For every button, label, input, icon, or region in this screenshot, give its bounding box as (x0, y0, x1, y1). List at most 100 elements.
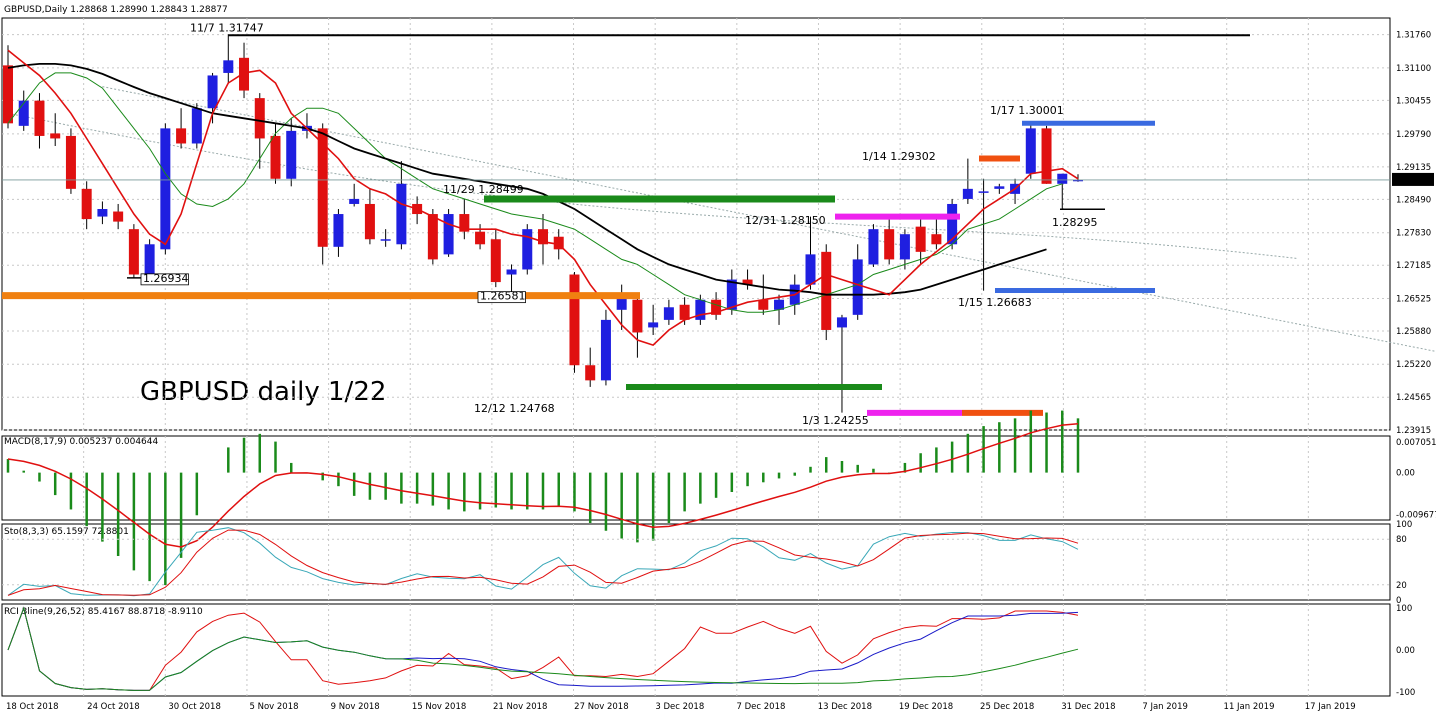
x-axis-label: 7 Dec 2018 (737, 702, 786, 712)
candle-body (160, 128, 171, 250)
candle-body (427, 214, 438, 260)
stoch-tick-label: 0 (1396, 596, 1401, 606)
candle-body (931, 234, 942, 245)
candle-body (18, 100, 29, 126)
price-tick-label: 1.31760 (1396, 31, 1431, 41)
macd-tick-label: 0.00 (1396, 469, 1415, 479)
price-tick-label: 1.23915 (1396, 426, 1431, 436)
price-tick-label: 1.24565 (1396, 393, 1431, 403)
ma-red-line (7, 49, 1079, 347)
chart-watermark: GBPUSD daily 1/22 (140, 377, 386, 407)
candle-body (1041, 128, 1052, 184)
candle-body (884, 229, 895, 260)
stoch-k-line (7, 527, 1079, 597)
candle-body (97, 209, 108, 217)
price-annotation: 1/14 1.29302 (862, 150, 936, 163)
candle-body (81, 188, 92, 220)
candle-body (522, 229, 533, 270)
candle-body (176, 128, 187, 144)
x-axis-label: 17 Jan 2019 (1305, 702, 1356, 712)
price-annotation: 1/15 1.26683 (958, 296, 1032, 309)
panel-frame-3 (1, 603, 1391, 697)
rci-long-line (7, 606, 1079, 691)
price-tick-label: 1.30455 (1396, 96, 1431, 106)
candle-body (3, 65, 13, 124)
x-axis-label: 31 Dec 2018 (1061, 702, 1115, 712)
price-annotation: 11/7 1.31747 (190, 21, 264, 34)
candle-body (648, 322, 659, 328)
candle-body (679, 304, 690, 320)
macd-tick-label: 0.007051 (1396, 438, 1436, 448)
price-annotation: 1/3 1.24255 (802, 414, 869, 427)
candle-body (490, 239, 501, 283)
price-tick-label: 1.31100 (1396, 64, 1431, 74)
price-annotation: 12/31 1.28150 (745, 214, 826, 227)
candle-body (349, 198, 360, 204)
price-tick-label: 1.25880 (1396, 327, 1431, 337)
price-tick-label: 1.26525 (1396, 294, 1431, 304)
price-annotation: 1.26934 (143, 272, 189, 285)
ma-black-line (7, 63, 1047, 296)
current-price-label: 1.28877 (1395, 176, 1430, 186)
candle-body (506, 269, 517, 275)
candle-body (616, 294, 627, 310)
candle-body (553, 236, 564, 250)
x-axis-label: 15 Nov 2018 (412, 702, 466, 712)
annotation-box (140, 273, 189, 286)
cloud-span-b (102, 86, 1436, 352)
price-annotation: 11/29 1.28499 (443, 183, 524, 196)
x-axis-label: 13 Dec 2018 (818, 702, 872, 712)
panel-frame-1 (1, 435, 1391, 521)
x-axis-label: 5 Nov 2018 (250, 702, 299, 712)
candle-body (852, 259, 863, 315)
stoch-d-line (7, 529, 1079, 596)
x-axis-label: 27 Nov 2018 (574, 702, 628, 712)
candle-body (144, 244, 155, 275)
x-axis-label: 24 Oct 2018 (87, 702, 140, 712)
panel-frame-2 (1, 523, 1391, 601)
candle-body (475, 231, 486, 245)
x-axis-label: 3 Dec 2018 (655, 702, 704, 712)
candle-body (978, 191, 989, 193)
candle-body (443, 214, 454, 255)
candle-body (223, 60, 234, 73)
candle-body (1073, 179, 1083, 182)
candle-body (1025, 128, 1036, 174)
x-axis-label: 7 Jan 2019 (1142, 702, 1188, 712)
price-tick-label: 1.25220 (1396, 360, 1431, 370)
x-axis-label: 19 Dec 2018 (899, 702, 953, 712)
x-axis-label: 21 Nov 2018 (493, 702, 547, 712)
x-axis-label: 11 Jan 2019 (1224, 702, 1275, 712)
candle-body (113, 211, 124, 222)
candle-body (396, 183, 407, 245)
candle-body (758, 299, 769, 310)
candle-body (270, 135, 281, 179)
candle-body (317, 128, 328, 247)
candle-body (286, 130, 297, 179)
rci-header: RCI 3line(9,26,52) 85.4167 88.8718 -8.91… (4, 607, 203, 617)
candle-body (569, 274, 580, 366)
price-tick-label: 1.27830 (1396, 229, 1431, 239)
rci-short-line (7, 606, 1079, 691)
current-price-box (1392, 172, 1434, 186)
stoch-header: Sto(8,3,3) 65.1597 72.8801 (4, 527, 129, 537)
ma-green-line (7, 72, 1063, 313)
candle-body (254, 98, 265, 139)
candle-body (364, 203, 375, 240)
stoch-tick-label: 80 (1396, 535, 1407, 545)
candle-body (726, 279, 737, 310)
candle-body (191, 108, 202, 144)
candle-body (915, 226, 926, 252)
price-annotation: 1/17 1.30001 (990, 104, 1064, 117)
candle-body (50, 133, 61, 139)
candle-body (868, 229, 879, 265)
candle-body (600, 319, 611, 381)
rci-tick-label: -100 (1396, 688, 1415, 698)
price-tick-label: 1.29790 (1396, 130, 1431, 140)
x-axis-label: 25 Dec 2018 (980, 702, 1034, 712)
rci-tick-label: 0.00 (1396, 646, 1415, 656)
candle-body (947, 203, 958, 245)
candle-body (711, 299, 722, 315)
candle-body (695, 299, 706, 320)
candle-body (774, 299, 785, 310)
